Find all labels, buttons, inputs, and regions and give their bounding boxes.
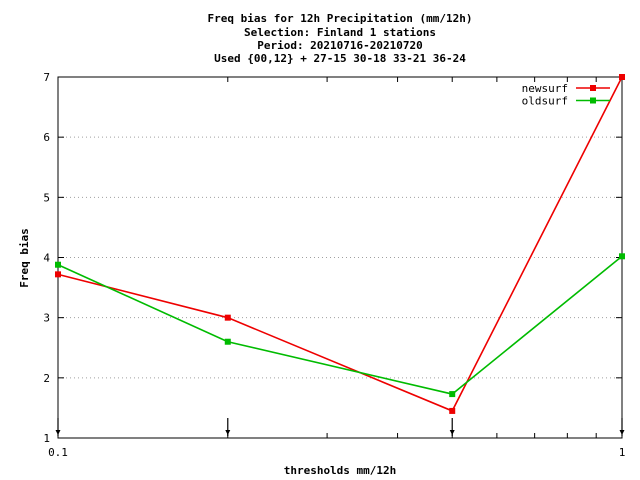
data-point-newsurf <box>55 271 61 278</box>
data-point-oldsurf <box>224 338 231 345</box>
y-tick-label: 4 <box>43 252 50 265</box>
threshold-marker-head <box>225 430 231 435</box>
data-point-newsurf <box>449 407 456 414</box>
x-tick-label: 0.1 <box>48 446 68 459</box>
y-tick-label: 6 <box>43 131 50 144</box>
y-tick-label: 3 <box>43 312 50 325</box>
y-tick-label: 2 <box>43 372 50 385</box>
x-axis-ticks: 0.1 1 <box>48 77 625 459</box>
threshold-marker-head <box>449 430 455 435</box>
title-line-2: Selection: Finland 1 stations <box>244 26 436 39</box>
x-axis-label: thresholds mm/12h <box>284 464 397 477</box>
y-tick-label: 5 <box>43 191 50 204</box>
series-layer <box>55 74 625 414</box>
gridlines <box>58 136 622 379</box>
series-line-oldsurf <box>57 255 623 395</box>
data-point-oldsurf <box>619 253 625 260</box>
legend-marker-newsurf <box>590 85 596 91</box>
threshold-markers <box>55 418 625 436</box>
data-point-oldsurf <box>55 261 61 268</box>
y-axis-label: Freq bias <box>18 228 31 288</box>
x-tick-label: 1 <box>619 446 626 459</box>
title-line-3: Period: 20210716-20210720 <box>257 39 423 52</box>
y-tick-label: 1 <box>43 432 50 445</box>
data-point-newsurf <box>224 314 231 321</box>
series-line-newsurf <box>57 76 623 412</box>
y-tick-label: 7 <box>43 71 50 84</box>
data-point-newsurf <box>619 74 625 80</box>
legend-label-oldsurf: oldsurf <box>522 95 568 108</box>
title-line-1: Freq bias for 12h Precipitation (mm/12h) <box>208 12 473 25</box>
legend-label-newsurf: newsurf <box>522 82 568 95</box>
legend-marker-oldsurf <box>590 97 596 104</box>
data-point-oldsurf <box>449 391 456 398</box>
chart-title: Freq bias for 12h Precipitation (mm/12h)… <box>208 12 473 65</box>
title-line-4: Used {00,12} + 27-15 30-18 33-21 36-24 <box>214 52 466 65</box>
y-axis-ticks: 1 2 3 4 5 6 7 <box>43 71 622 445</box>
